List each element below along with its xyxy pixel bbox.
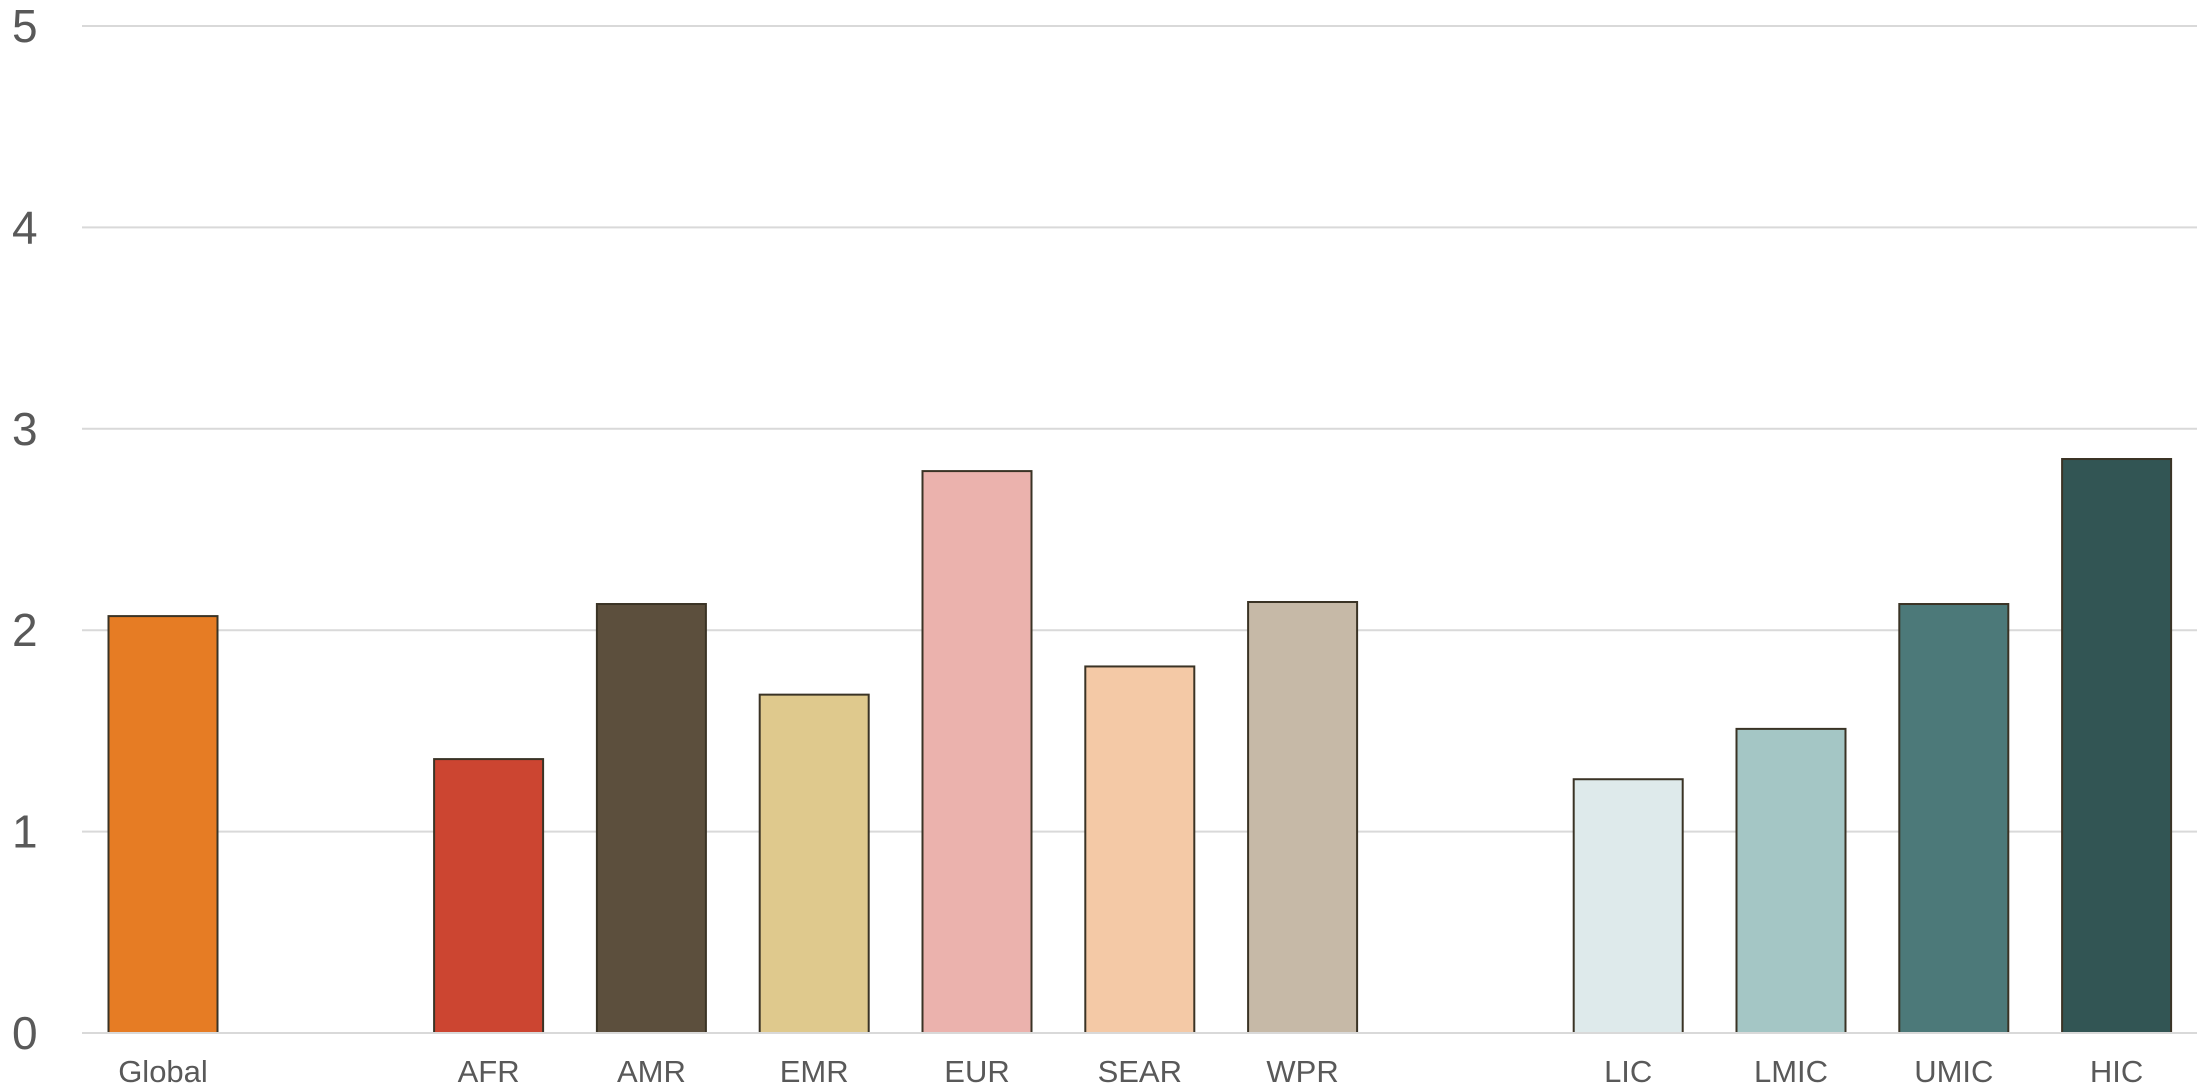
y-tick-label: 3	[12, 403, 38, 455]
y-tick-label: 0	[12, 1007, 38, 1059]
x-tick-label: AMR	[617, 1054, 686, 1088]
x-tick-label: LMIC	[1754, 1054, 1828, 1088]
x-tick-label: SEAR	[1098, 1054, 1182, 1088]
bar-eur	[921, 470, 1033, 1034]
bar-umic	[1898, 603, 2010, 1034]
y-tick-label: 4	[12, 201, 38, 253]
x-tick-label: LIC	[1604, 1054, 1652, 1088]
bar-lmic	[1735, 727, 1847, 1034]
bar-afr	[433, 758, 545, 1034]
x-tick-label: AFR	[458, 1054, 520, 1088]
bar-wpr	[1247, 601, 1359, 1035]
x-tick-label: EUR	[944, 1054, 1009, 1088]
y-tick-label: 2	[12, 604, 38, 656]
bar-emr	[758, 693, 870, 1034]
bar-amr	[595, 603, 707, 1034]
x-tick-label: EMR	[780, 1054, 849, 1088]
x-tick-label: UMIC	[1914, 1054, 1993, 1088]
x-tick-label: Global	[118, 1054, 208, 1088]
bar-lic	[1572, 778, 1684, 1035]
y-tick-label: 5	[12, 0, 38, 52]
bar-global	[107, 615, 219, 1034]
y-tick-label: 1	[12, 806, 38, 858]
x-tick-label: HIC	[2090, 1054, 2143, 1088]
y-axis-ticks: 0 1 2 3 4 5	[12, 0, 38, 1059]
bars	[107, 458, 2173, 1035]
x-axis-ticks: Global AFR AMR EMR EUR SEAR WPR LIC LMIC UMIC HIC	[118, 1054, 2143, 1088]
bar-sear	[1084, 665, 1196, 1035]
x-tick-label: WPR	[1266, 1054, 1338, 1088]
bar-hic	[2061, 458, 2173, 1034]
